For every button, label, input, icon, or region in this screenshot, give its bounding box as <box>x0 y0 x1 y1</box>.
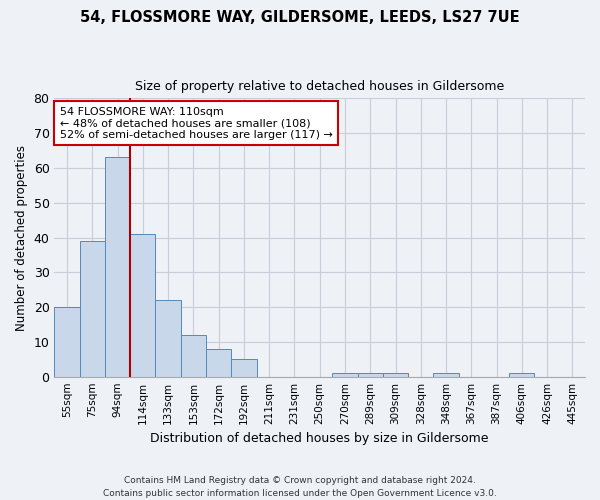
Bar <box>181 335 206 376</box>
Bar <box>55 307 80 376</box>
Text: Contains HM Land Registry data © Crown copyright and database right 2024.
Contai: Contains HM Land Registry data © Crown c… <box>103 476 497 498</box>
X-axis label: Distribution of detached houses by size in Gildersome: Distribution of detached houses by size … <box>151 432 489 445</box>
Bar <box>509 373 535 376</box>
Bar <box>130 234 155 376</box>
Bar <box>105 158 130 376</box>
Bar <box>231 360 257 376</box>
Bar <box>358 373 383 376</box>
Text: 54, FLOSSMORE WAY, GILDERSOME, LEEDS, LS27 7UE: 54, FLOSSMORE WAY, GILDERSOME, LEEDS, LS… <box>80 10 520 25</box>
Bar <box>80 241 105 376</box>
Bar <box>383 373 408 376</box>
Text: 54 FLOSSMORE WAY: 110sqm
← 48% of detached houses are smaller (108)
52% of semi-: 54 FLOSSMORE WAY: 110sqm ← 48% of detach… <box>60 106 332 140</box>
Bar <box>206 349 231 376</box>
Bar <box>155 300 181 376</box>
Bar <box>433 373 458 376</box>
Bar <box>332 373 358 376</box>
Title: Size of property relative to detached houses in Gildersome: Size of property relative to detached ho… <box>135 80 505 93</box>
Y-axis label: Number of detached properties: Number of detached properties <box>15 144 28 330</box>
